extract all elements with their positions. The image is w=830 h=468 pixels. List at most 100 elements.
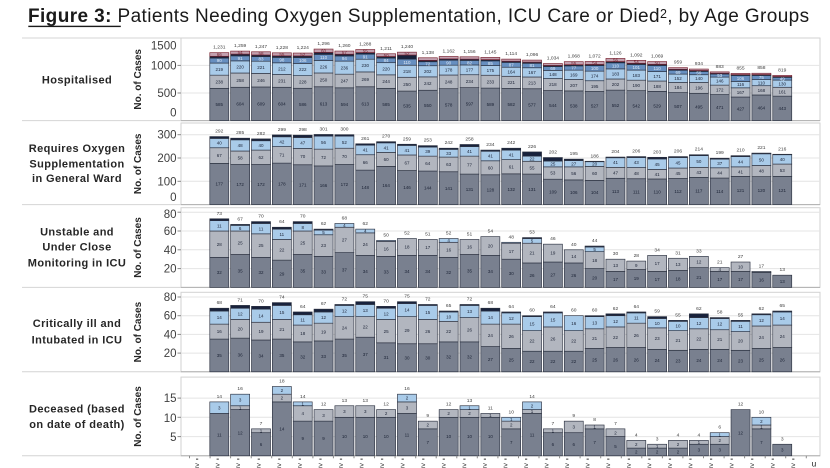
svg-text:175: 175	[487, 68, 495, 73]
svg-text:13: 13	[780, 267, 786, 273]
svg-text:10: 10	[164, 413, 177, 425]
svg-text:238: 238	[216, 79, 224, 84]
svg-text:13: 13	[675, 262, 681, 267]
svg-text:44: 44	[717, 171, 723, 176]
svg-text:52: 52	[300, 52, 306, 57]
svg-text:244: 244	[382, 79, 390, 84]
svg-text:26: 26	[530, 273, 536, 278]
svg-text:13: 13	[467, 398, 473, 404]
svg-text:29: 29	[404, 328, 410, 333]
svg-text:≥: ≥	[627, 461, 631, 468]
svg-text:70: 70	[383, 298, 389, 304]
svg-text:≥: ≥	[277, 461, 281, 468]
svg-text:228: 228	[299, 80, 307, 85]
svg-text:21: 21	[592, 336, 598, 341]
svg-text:167: 167	[737, 90, 745, 95]
svg-text:10: 10	[446, 314, 452, 319]
svg-text:298: 298	[299, 127, 307, 133]
svg-text:10: 10	[759, 409, 765, 415]
svg-text:21: 21	[696, 275, 702, 280]
svg-text:52: 52	[404, 51, 410, 56]
svg-text:20: 20	[488, 244, 494, 249]
svg-text:67: 67	[237, 216, 243, 222]
svg-text:14: 14	[217, 315, 223, 320]
svg-text:≥: ≥	[688, 461, 692, 468]
svg-text:6: 6	[572, 442, 575, 447]
svg-text:22: 22	[530, 359, 536, 364]
svg-text:59: 59	[696, 71, 702, 76]
svg-text:60: 60	[384, 157, 390, 162]
svg-text:10: 10	[384, 434, 390, 439]
svg-text:11: 11	[217, 432, 222, 437]
svg-text:210: 210	[736, 148, 744, 154]
svg-text:11: 11	[259, 226, 264, 231]
svg-text:56: 56	[571, 171, 577, 176]
svg-text:3: 3	[656, 436, 659, 442]
svg-text:75: 75	[363, 294, 369, 300]
svg-text:171: 171	[653, 74, 661, 79]
svg-text:609: 609	[257, 101, 265, 106]
svg-text:195: 195	[591, 84, 599, 89]
svg-text:443: 443	[778, 106, 786, 111]
svg-text:4: 4	[718, 267, 721, 272]
svg-text:34: 34	[258, 354, 264, 359]
svg-text:25: 25	[550, 162, 556, 167]
svg-text:4: 4	[677, 432, 680, 438]
svg-text:3: 3	[343, 409, 346, 414]
svg-text:34: 34	[363, 269, 369, 274]
svg-text:50: 50	[383, 232, 389, 238]
svg-text:11: 11	[634, 316, 639, 321]
svg-text:69: 69	[675, 70, 681, 75]
svg-text:17: 17	[759, 263, 765, 269]
svg-text:9: 9	[301, 436, 304, 441]
svg-text:72: 72	[321, 155, 327, 160]
svg-text:33: 33	[321, 270, 327, 275]
svg-text:2: 2	[447, 411, 450, 416]
svg-text:60: 60	[164, 226, 177, 238]
svg-text:1000: 1000	[151, 60, 177, 72]
svg-text:Hospitalised: Hospitalised	[42, 75, 112, 87]
svg-text:586: 586	[299, 102, 307, 107]
svg-text:550: 550	[424, 103, 432, 108]
svg-text:26: 26	[425, 329, 431, 334]
svg-text:231: 231	[278, 79, 286, 84]
svg-text:146: 146	[403, 185, 411, 190]
svg-text:13: 13	[363, 398, 369, 404]
svg-text:11: 11	[488, 405, 493, 411]
svg-text:164: 164	[382, 183, 390, 188]
svg-text:19: 19	[550, 251, 556, 256]
svg-text:32: 32	[217, 270, 223, 275]
svg-text:15: 15	[530, 321, 536, 326]
svg-text:10: 10	[738, 264, 744, 269]
svg-text:≥: ≥	[195, 461, 199, 468]
svg-text:≥: ≥	[216, 461, 220, 468]
svg-text:195: 195	[570, 151, 578, 157]
svg-text:40: 40	[164, 245, 177, 257]
svg-text:15: 15	[279, 310, 285, 315]
svg-text:29: 29	[279, 271, 285, 276]
svg-text:44: 44	[592, 238, 598, 244]
svg-text:226: 226	[528, 144, 536, 150]
svg-text:161: 161	[778, 89, 786, 94]
svg-text:858: 858	[757, 65, 765, 71]
svg-text:1,072: 1,072	[588, 53, 601, 59]
svg-text:128: 128	[487, 187, 495, 192]
svg-text:34: 34	[404, 269, 410, 274]
svg-text:582: 582	[507, 102, 515, 107]
svg-text:75: 75	[759, 75, 765, 80]
svg-text:2: 2	[635, 450, 638, 455]
svg-text:13: 13	[342, 398, 348, 404]
svg-text:299: 299	[278, 127, 286, 133]
svg-text:1: 1	[552, 428, 555, 433]
svg-text:35: 35	[342, 353, 348, 358]
svg-text:16: 16	[571, 321, 577, 326]
svg-text:50: 50	[759, 157, 765, 162]
svg-text:80: 80	[164, 292, 177, 304]
svg-text:7: 7	[552, 421, 555, 427]
svg-text:25: 25	[592, 358, 598, 363]
svg-text:152: 152	[674, 76, 682, 81]
svg-text:60: 60	[164, 311, 177, 323]
svg-text:100: 100	[157, 176, 176, 188]
svg-text:495: 495	[695, 105, 703, 110]
svg-text:100: 100	[591, 66, 599, 71]
